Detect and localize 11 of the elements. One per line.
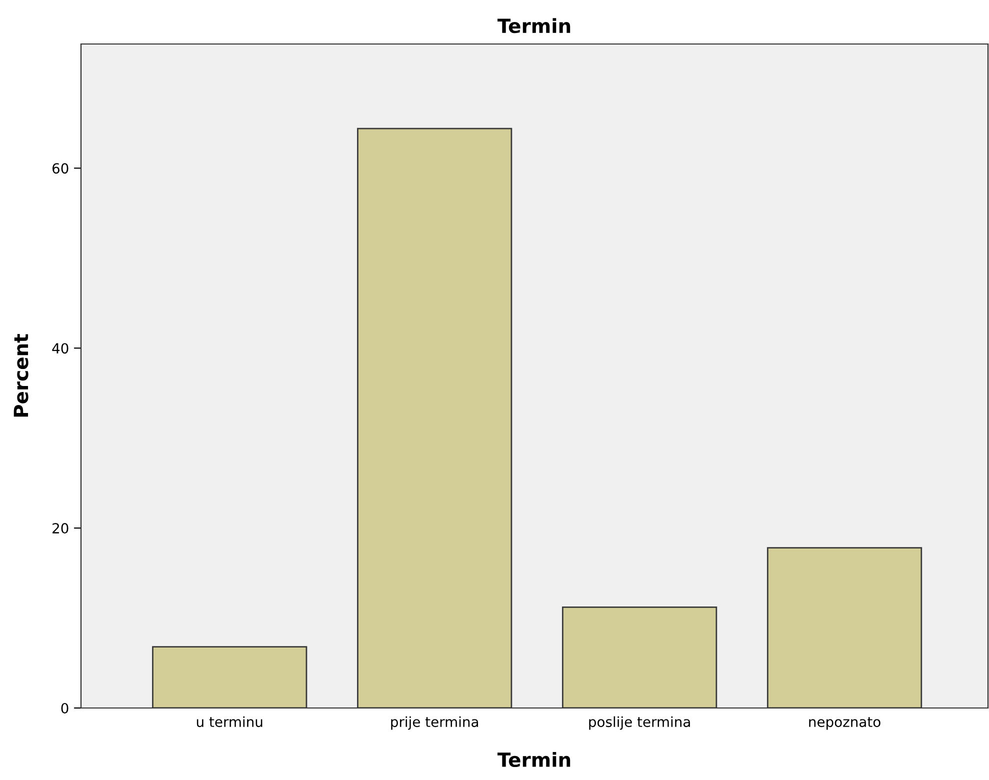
x-tick-label: u terminu (196, 716, 262, 728)
y-tick-label: 40 (52, 343, 68, 354)
x-tick-label: prije termina (391, 716, 478, 730)
y-tick-label: 0 (61, 702, 68, 714)
x-axis-title: Termin (497, 752, 570, 768)
y-tick-label: 20 (52, 523, 68, 534)
y-axis-title: Percent (14, 334, 28, 417)
x-tick-label: poslije termina (589, 716, 690, 730)
chart-title: Termin (497, 18, 570, 34)
x-tick-label: nepoznato (809, 717, 880, 730)
y-tick-label: 60 (52, 163, 68, 174)
